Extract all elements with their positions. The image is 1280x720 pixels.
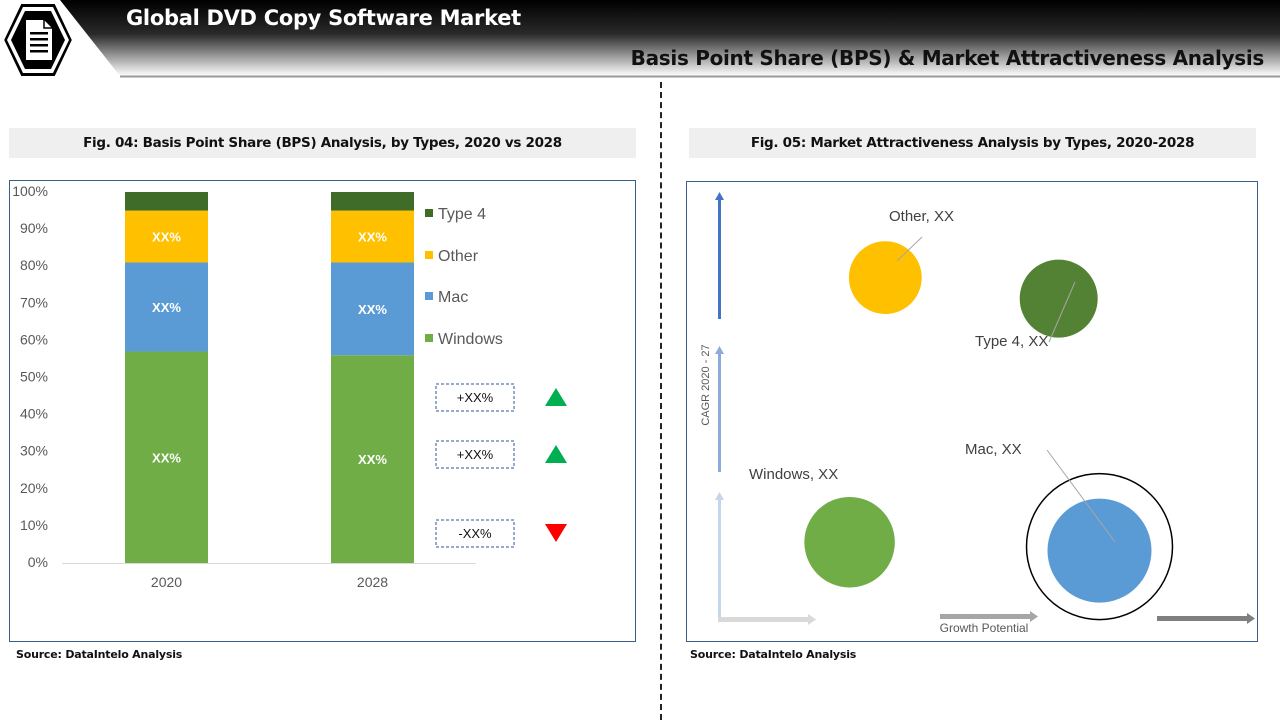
fig04-title: Fig. 04: Basis Point Share (BPS) Analysi…	[9, 128, 636, 158]
bubble-label: Mac, XX	[965, 441, 1022, 458]
change-label: +XX%	[457, 447, 494, 462]
bubble-label: Other, XX	[889, 208, 954, 225]
y-tick-label: 20%	[20, 480, 48, 496]
legend-swatch	[425, 334, 433, 342]
y-axis-arrowhead-icon	[715, 346, 724, 354]
bar-segment-other	[125, 210, 208, 263]
change-box	[435, 383, 515, 412]
header-banner: Global DVD Copy Software Market Basis Po…	[0, 0, 1280, 80]
x-tick-label: 2020	[151, 574, 182, 590]
x-axis-arrow-segment	[940, 614, 1030, 619]
leader-line	[1046, 449, 1116, 543]
x-axis-label: Growth Potential	[940, 621, 1029, 635]
header-background	[60, 0, 1280, 78]
legend-label: Other	[438, 248, 479, 265]
y-axis-label: CAGR 2020 - 27	[700, 344, 712, 425]
y-tick-label: 80%	[20, 257, 48, 273]
x-axis-arrow-segment	[718, 617, 808, 622]
data-label: XX%	[152, 450, 181, 465]
y-tick-label: 60%	[20, 331, 48, 347]
fig05-title: Fig. 05: Market Attractiveness Analysis …	[689, 128, 1256, 158]
leader-line	[896, 236, 923, 262]
document-icon	[0, 0, 77, 80]
change-label: +XX%	[457, 390, 494, 405]
bar-segment-other	[331, 210, 414, 263]
highlight-ring	[1025, 472, 1174, 621]
legend-label: Windows	[438, 331, 503, 348]
legend-label: Type 4	[438, 206, 486, 223]
legend-swatch	[425, 251, 433, 259]
change-box	[435, 440, 515, 469]
bar-segment-windows	[125, 351, 208, 563]
y-axis-arrow-segment	[718, 352, 721, 472]
up-arrow-icon	[545, 388, 567, 406]
data-label: XX%	[358, 452, 387, 467]
down-arrow-icon	[545, 524, 567, 542]
y-tick-label: 70%	[20, 294, 48, 310]
bubble-other	[848, 241, 922, 314]
x-axis-arrow-segment	[1157, 616, 1247, 621]
bar-segment-type-4	[331, 192, 414, 211]
fig04-panel: 0% 10% 20% 30% 40% 50% 60% 70% 80% 90% 100% XX% XX% X…	[9, 180, 636, 642]
y-tick-label: 10%	[20, 517, 48, 533]
y-tick-label: 40%	[20, 406, 48, 422]
bubble-type-4	[1019, 259, 1098, 338]
y-tick-label: 30%	[20, 443, 48, 459]
bar-segment-type-4	[125, 192, 208, 211]
bar-segment-mac	[125, 262, 208, 352]
y-axis-arrowhead-icon	[715, 492, 724, 500]
x-axis-arrowhead-icon	[1030, 611, 1038, 622]
y-axis-arrow-segment	[718, 498, 721, 622]
fig04-source: Source: DataIntelo Analysis	[16, 648, 183, 661]
data-label: XX%	[358, 230, 387, 245]
change-box	[435, 519, 515, 548]
leader-line	[1048, 281, 1076, 343]
bubble-label: Type 4, XX	[975, 333, 1048, 350]
page-title: Global DVD Copy Software Market	[126, 6, 521, 30]
fig05-panel: Growth Potential CAGR 2020 - 27 Other, XX T…	[686, 181, 1258, 642]
legend-swatch	[425, 292, 433, 300]
change-label: -XX%	[458, 526, 492, 541]
y-axis-arrowhead-icon	[715, 192, 724, 200]
y-tick-label: 100%	[12, 183, 48, 199]
x-axis-arrowhead-icon	[1247, 613, 1255, 624]
bubble-windows	[804, 496, 895, 588]
fig05-source: Source: DataIntelo Analysis	[690, 648, 857, 661]
bps-chart: 0% 10% 20% 30% 40% 50% 60% 70% 80% 90% 100% XX% XX% X…	[12, 183, 567, 590]
data-label: XX%	[152, 230, 181, 245]
legend-swatch	[425, 209, 433, 217]
bubble-chart: Growth Potential CAGR 2020 - 27 Other, XX T…	[700, 192, 1255, 635]
bubble-label: Windows, XX	[749, 466, 838, 483]
section-divider	[660, 82, 662, 720]
x-axis-arrowhead-icon	[808, 614, 816, 625]
y-tick-label: 0%	[28, 554, 48, 570]
bar-segment-windows	[331, 355, 414, 563]
data-label: XX%	[152, 300, 181, 315]
x-tick-label: 2028	[357, 574, 388, 590]
y-tick-label: 90%	[20, 220, 48, 236]
bar-segment-mac	[331, 262, 414, 356]
bubble-mac	[1047, 498, 1152, 603]
legend-label: Mac	[438, 289, 468, 306]
y-axis-arrow-segment	[718, 198, 721, 319]
page-subtitle: Basis Point Share (BPS) & Market Attract…	[630, 46, 1265, 70]
up-arrow-icon	[545, 445, 567, 463]
y-tick-label: 50%	[20, 369, 48, 385]
data-label: XX%	[358, 302, 387, 317]
